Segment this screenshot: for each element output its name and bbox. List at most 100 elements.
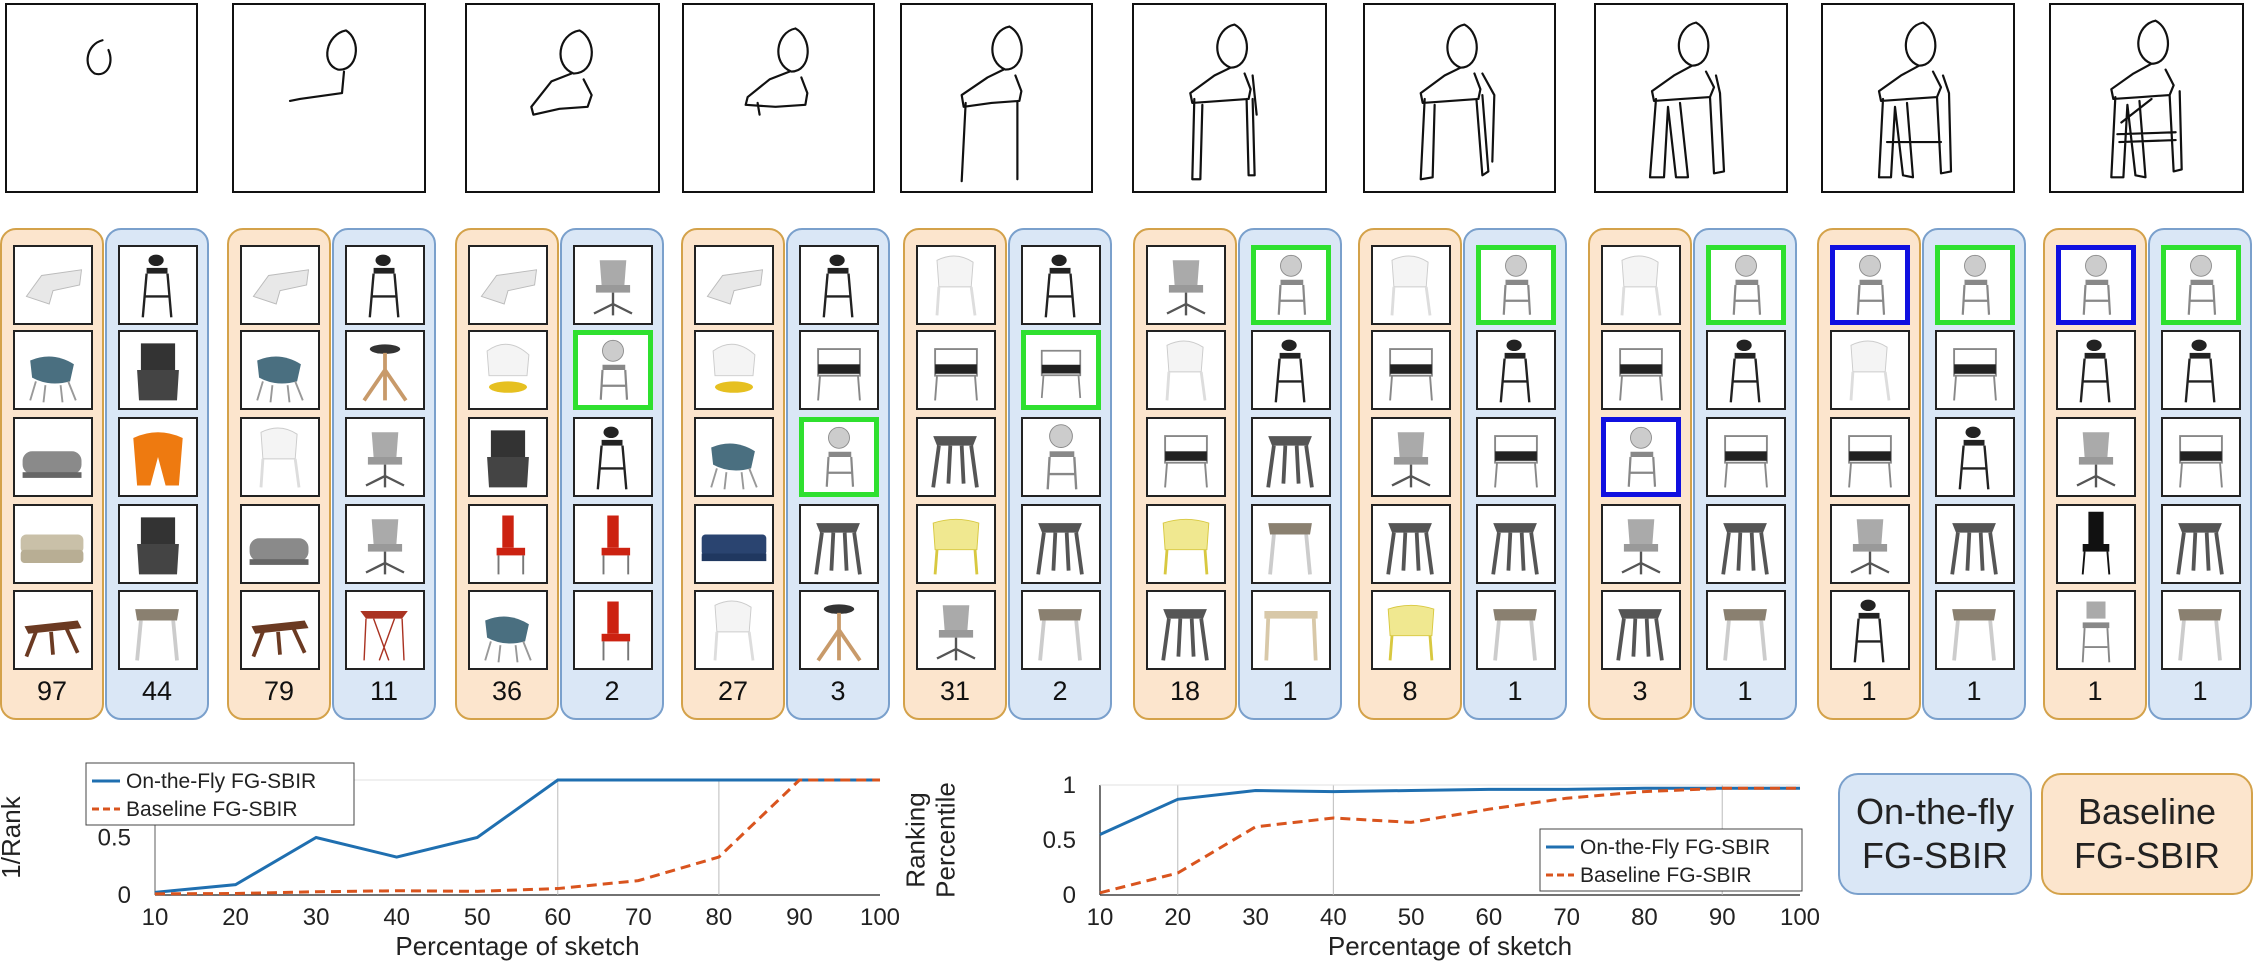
chair-icon — [133, 432, 183, 486]
sketch-stroke — [1189, 23, 1258, 181]
retrieved-chair-thumbnail — [1830, 245, 1910, 325]
chair-icon — [932, 518, 980, 575]
x-tick-label: 40 — [383, 904, 410, 931]
retrieved-chair-thumbnail — [2056, 245, 2136, 325]
x-tick-label: 100 — [1780, 904, 1820, 931]
retrieved-chair-thumbnail — [1601, 417, 1681, 497]
chair-icon — [1856, 254, 1886, 315]
retrieved-chair-thumbnail — [240, 417, 320, 497]
chair-icon — [1950, 523, 1998, 575]
retrieved-chair-thumbnail — [1601, 590, 1681, 670]
x-axis-label: Percentage of sketch — [395, 931, 639, 961]
retrieved-chair-thumbnail — [1830, 330, 1910, 410]
retrieved-chair-thumbnail — [799, 590, 879, 670]
baseline-results-panel-4: 27 — [681, 228, 785, 720]
onthefly-results-panel-8: 1 — [1693, 228, 1797, 720]
y-tick-label: 1 — [1063, 772, 1076, 799]
retrieved-chair-thumbnail — [1146, 417, 1226, 497]
retrieved-chair-thumbnail — [1706, 590, 1786, 670]
onthefly-rank-label: 2 — [1052, 676, 1068, 706]
retrieved-chair-thumbnail — [13, 590, 93, 670]
baseline-results-panel-5: 31 — [903, 228, 1007, 720]
chair-icon — [1499, 339, 1531, 403]
chair-icon — [599, 339, 629, 400]
percentile-chart: 10 20 30 40 50 60 70 80 90 100 0 0.5 1 Percentage of … — [900, 772, 1820, 961]
sketch-step-2 — [232, 3, 426, 193]
series-line-onthefly — [154, 778, 880, 894]
chair-icon — [935, 255, 977, 316]
retrieved-chair-thumbnail — [118, 245, 198, 325]
retrieved-chair-thumbnail — [694, 417, 774, 497]
onthefly-results-panel-10: 1 — [2148, 228, 2252, 720]
retrieved-chair-thumbnail — [118, 330, 198, 410]
legend-entry: On-the-Fly FG-SBIR — [126, 770, 316, 793]
sketch-stroke — [1877, 21, 1953, 179]
retrieved-chair-thumbnail — [2161, 590, 2241, 670]
x-tick-label: 70 — [1553, 904, 1580, 931]
baseline-rank-label: 18 — [1169, 676, 1201, 706]
chair-icon — [1268, 523, 1312, 575]
chair-icon — [1732, 254, 1762, 315]
retrieved-chair-thumbnail — [1706, 330, 1786, 410]
chart-legend: On-the-Fly FG-SBIR Baseline FG-SBIR — [85, 762, 355, 826]
chair-icon — [1723, 609, 1767, 661]
onthefly-legend-tag: On-the-fly FG-SBIR — [1838, 773, 2032, 895]
chair-icon — [496, 515, 526, 575]
chair-icon — [141, 254, 173, 318]
onthefly-rank-label: 1 — [2192, 676, 2208, 706]
retrieved-chair-thumbnail — [1371, 330, 1451, 410]
chair-icon — [1627, 426, 1657, 487]
chair-icon — [601, 515, 631, 575]
chair-icon — [1729, 339, 1761, 403]
chair-icon — [816, 604, 862, 662]
sketch-stroke — [530, 29, 593, 116]
retrieved-chair-thumbnail — [2056, 330, 2136, 410]
series-line-onthefly — [1099, 786, 1800, 836]
retrieved-chair-thumbnail — [1021, 590, 1101, 670]
baseline-rank-label: 31 — [939, 676, 971, 706]
x-tick-label: 10 — [142, 904, 169, 931]
x-tick-label: 100 — [860, 904, 900, 931]
chair-icon — [1386, 523, 1434, 575]
chair-icon — [931, 436, 979, 488]
retrieved-chair-thumbnail — [1251, 590, 1331, 670]
chair-icon — [1849, 340, 1891, 401]
chair-icon — [20, 534, 84, 563]
chair-icon — [936, 605, 976, 661]
sketch-stroke — [1419, 23, 1496, 181]
chair-icon — [487, 430, 529, 488]
chair-icon — [362, 344, 408, 402]
retrieved-chair-thumbnail — [1476, 504, 1556, 584]
retrieved-chair-thumbnail — [1476, 417, 1556, 497]
retrieved-chair-thumbnail — [468, 504, 548, 584]
sketch-stroke — [2110, 19, 2183, 179]
chair-icon — [259, 427, 301, 488]
chair-icon — [596, 426, 628, 490]
retrieved-chair-thumbnail — [573, 417, 653, 497]
retrieved-chair-thumbnail — [1935, 330, 2015, 410]
retrieved-chair-thumbnail — [799, 504, 879, 584]
baseline-rank-label: 8 — [1402, 676, 1418, 706]
sketch-stroke — [288, 29, 357, 103]
chair-icon — [934, 348, 978, 401]
chair-icon — [1387, 604, 1435, 661]
retrieved-chair-thumbnail — [118, 504, 198, 584]
chair-icon — [484, 616, 532, 663]
x-tick-label: 90 — [1709, 904, 1736, 931]
baseline-rank-label: 36 — [491, 676, 523, 706]
chair-icon — [1040, 349, 1082, 399]
retrieved-chair-thumbnail — [1476, 245, 1556, 325]
onthefly-results-panel-7: 1 — [1463, 228, 1567, 720]
retrieved-chair-thumbnail — [1935, 590, 2015, 670]
chair-icon — [1264, 611, 1318, 661]
retrieved-chair-thumbnail — [799, 330, 879, 410]
retrieved-chair-thumbnail — [1371, 245, 1451, 325]
chair-icon — [1850, 519, 1890, 575]
chair-icon — [822, 254, 854, 318]
retrieved-chair-thumbnail — [1146, 504, 1226, 584]
retrieved-chair-thumbnail — [1935, 417, 2015, 497]
chair-icon — [601, 601, 631, 661]
retrieved-chair-thumbnail — [1601, 245, 1681, 325]
chart-legend: On-the-Fly FG-SBIR Baseline FG-SBIR — [1539, 828, 1803, 892]
sketch-stroke — [960, 25, 1023, 183]
